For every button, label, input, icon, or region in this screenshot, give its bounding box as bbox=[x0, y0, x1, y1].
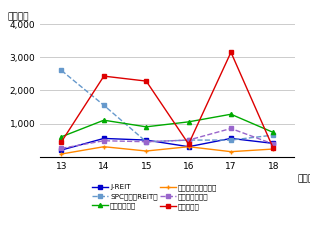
Text: （億円）: （億円） bbox=[7, 13, 29, 21]
Text: （年度）: （年度） bbox=[297, 174, 310, 183]
Legend: J-REIT, SPC・私募REIT等, 建設・不動産, その他の事業法人等, 公共等・その他, 外資系法人: J-REIT, SPC・私募REIT等, 建設・不動産, その他の事業法人等, … bbox=[92, 184, 217, 210]
